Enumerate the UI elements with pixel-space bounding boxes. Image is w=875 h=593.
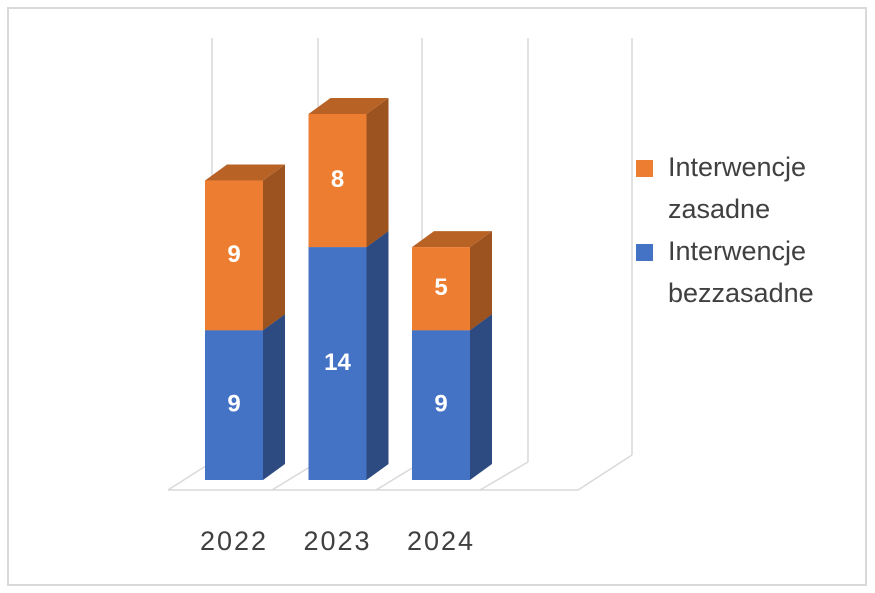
bar [308,114,367,248]
legend-swatch [636,244,653,261]
bar-side [366,231,389,480]
data-label: 8 [331,166,344,193]
legend: Interwencje zasadne Interwencje bezzasadn… [636,146,836,314]
bar-top [308,98,389,114]
legend-label: Interwencje bezzasadne [668,236,814,308]
data-label: 5 [434,274,447,301]
bar-side [263,314,285,480]
data-label: 9 [227,241,240,268]
bar-side [263,164,285,331]
bar [308,247,367,480]
bar [205,330,263,480]
legend-item: Interwencje bezzasadne [636,230,836,314]
bar-side [470,231,492,331]
bar [412,247,470,331]
chart-border [7,7,867,586]
data-label: 9 [434,390,447,417]
legend-item: Interwencje zasadne [636,146,836,230]
bar [412,330,470,480]
legend-swatch [636,160,653,177]
x-tick-label: 2023 [303,526,371,556]
legend-label: Interwencje zasadne [668,152,807,224]
bar [205,180,263,331]
x-tick-label: 2022 [200,526,268,556]
data-label: 14 [324,349,351,376]
x-tick-label: 2024 [407,526,475,556]
data-label: 9 [227,390,240,417]
bar-side [470,314,492,480]
bar-top [205,164,285,181]
bar-side [366,98,389,248]
bar-top [412,231,492,248]
